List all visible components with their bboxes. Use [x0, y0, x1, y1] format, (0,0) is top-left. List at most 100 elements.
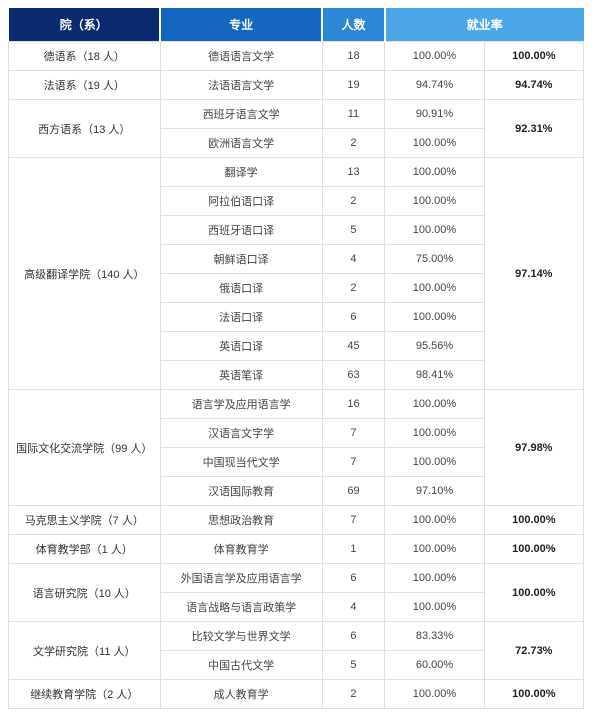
dept-cell: 西方语系（13 人） [9, 100, 161, 158]
dept-name: 高级翻译学院 [24, 269, 90, 281]
dept-rate-cell: 97.98% [484, 390, 583, 506]
count-cell: 2 [322, 274, 385, 303]
row-rate-cell: 100.00% [385, 535, 484, 564]
major-cell: 比较文学与世界文学 [160, 622, 322, 651]
dept-cell: 国际文化交流学院（99 人） [9, 390, 161, 506]
dept-cell: 继续教育学院（2 人） [9, 680, 161, 709]
count-cell: 7 [322, 419, 385, 448]
row-rate-cell: 100.00% [385, 506, 484, 535]
dept-cell: 语言研究院（10 人） [9, 564, 161, 622]
dept-rate-cell: 100.00% [484, 535, 583, 564]
count-cell: 45 [322, 332, 385, 361]
row-rate-cell: 100.00% [385, 680, 484, 709]
row-rate-cell: 100.00% [385, 129, 484, 158]
major-cell: 语言战略与语言政策学 [160, 593, 322, 622]
row-rate-cell: 100.00% [385, 303, 484, 332]
row-rate-cell: 100.00% [385, 419, 484, 448]
major-cell: 翻译学 [160, 158, 322, 187]
dept-count: （10 人） [88, 588, 136, 600]
count-cell: 6 [322, 564, 385, 593]
table-row: 继续教育学院（2 人）成人教育学2100.00%100.00% [9, 680, 584, 709]
count-cell: 69 [322, 477, 385, 506]
table-body: 德语系（18 人）德语语言文学18100.00%100.00%法语系（19 人）… [9, 42, 584, 709]
row-rate-cell: 95.56% [385, 332, 484, 361]
major-cell: 欧洲语言文学 [160, 129, 322, 158]
major-cell: 英语口译 [160, 332, 322, 361]
row-rate-cell: 100.00% [385, 593, 484, 622]
count-cell: 6 [322, 622, 385, 651]
count-cell: 4 [322, 245, 385, 274]
table-row: 高级翻译学院（140 人）翻译学13100.00%97.14% [9, 158, 584, 187]
row-rate-cell: 98.41% [385, 361, 484, 390]
row-rate-cell: 60.00% [385, 651, 484, 680]
major-cell: 法语口译 [160, 303, 322, 332]
dept-cell: 法语系（19 人） [9, 71, 161, 100]
row-rate-cell: 94.74% [385, 71, 484, 100]
count-cell: 11 [322, 100, 385, 129]
count-cell: 4 [322, 593, 385, 622]
dept-rate-cell: 92.31% [484, 100, 583, 158]
row-rate-cell: 97.10% [385, 477, 484, 506]
major-cell: 外国语言学及应用语言学 [160, 564, 322, 593]
major-cell: 汉语国际教育 [160, 477, 322, 506]
dept-rate-cell: 100.00% [484, 680, 583, 709]
row-rate-cell: 100.00% [385, 274, 484, 303]
table-row: 法语系（19 人）法语语言文学1994.74%94.74% [9, 71, 584, 100]
major-cell: 成人教育学 [160, 680, 322, 709]
dept-rate-cell: 72.73% [484, 622, 583, 680]
major-cell: 语言学及应用语言学 [160, 390, 322, 419]
row-rate-cell: 100.00% [385, 187, 484, 216]
major-cell: 体育教育学 [160, 535, 322, 564]
header-count: 人数 [322, 8, 385, 42]
dept-count: （140 人） [90, 269, 144, 281]
row-rate-cell: 90.91% [385, 100, 484, 129]
row-rate-cell: 100.00% [385, 216, 484, 245]
table-row: 语言研究院（10 人）外国语言学及应用语言学6100.00%100.00% [9, 564, 584, 593]
header-rate: 就业率 [385, 8, 584, 42]
count-cell: 18 [322, 42, 385, 71]
major-cell: 汉语言文字学 [160, 419, 322, 448]
header-dept: 院（系） [9, 8, 161, 42]
dept-count: （99 人） [104, 443, 152, 455]
major-cell: 俄语口译 [160, 274, 322, 303]
table-row: 体育教学部（1 人）体育教育学1100.00%100.00% [9, 535, 584, 564]
dept-name: 文学研究院 [33, 646, 88, 658]
major-cell: 德语语言文学 [160, 42, 322, 71]
row-rate-cell: 100.00% [385, 158, 484, 187]
major-cell: 朝鲜语口译 [160, 245, 322, 274]
table-row: 马克思主义学院（7 人）思想政治教育7100.00%100.00% [9, 506, 584, 535]
dept-count: （13 人） [82, 124, 130, 136]
count-cell: 6 [322, 303, 385, 332]
table-row: 文学研究院（11 人）比较文学与世界文学683.33%72.73% [9, 622, 584, 651]
dept-name: 国际文化交流学院 [16, 443, 104, 455]
count-cell: 63 [322, 361, 385, 390]
row-rate-cell: 75.00% [385, 245, 484, 274]
dept-name: 西方语系 [38, 124, 82, 136]
dept-rate-cell: 100.00% [484, 42, 583, 71]
dept-cell: 文学研究院（11 人） [9, 622, 161, 680]
row-rate-cell: 100.00% [385, 42, 484, 71]
count-cell: 2 [322, 129, 385, 158]
count-cell: 5 [322, 216, 385, 245]
major-cell: 思想政治教育 [160, 506, 322, 535]
dept-rate-cell: 94.74% [484, 71, 583, 100]
header-major: 专业 [160, 8, 322, 42]
dept-cell: 高级翻译学院（140 人） [9, 158, 161, 390]
employment-table: 院（系） 专业 人数 就业率 德语系（18 人）德语语言文学18100.00%1… [8, 8, 584, 709]
count-cell: 7 [322, 448, 385, 477]
row-rate-cell: 100.00% [385, 564, 484, 593]
count-cell: 13 [322, 158, 385, 187]
major-cell: 中国现当代文学 [160, 448, 322, 477]
row-rate-cell: 100.00% [385, 448, 484, 477]
dept-name: 语言研究院 [33, 588, 88, 600]
dept-rate-cell: 100.00% [484, 564, 583, 622]
row-rate-cell: 100.00% [385, 390, 484, 419]
table-row: 国际文化交流学院（99 人）语言学及应用语言学16100.00%97.98% [9, 390, 584, 419]
count-cell: 1 [322, 535, 385, 564]
count-cell: 7 [322, 506, 385, 535]
dept-count: （11 人） [88, 646, 135, 658]
major-cell: 西班牙语口译 [160, 216, 322, 245]
major-cell: 英语笔译 [160, 361, 322, 390]
row-rate-cell: 83.33% [385, 622, 484, 651]
dept-rate-cell: 100.00% [484, 506, 583, 535]
